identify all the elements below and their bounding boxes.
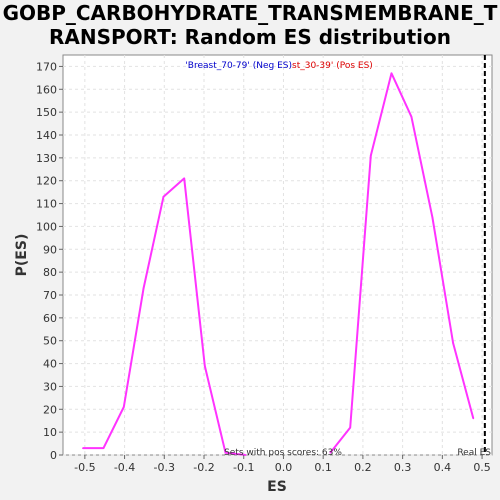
- x-tick-label: 0.0: [275, 461, 293, 474]
- data-point: [122, 406, 125, 408]
- x-axis-label: ES: [267, 479, 287, 495]
- data-point: [244, 454, 247, 456]
- data-point: [472, 417, 475, 420]
- data-point: [390, 72, 393, 75]
- x-tick-label: 0.5: [473, 461, 491, 474]
- y-tick-label: 50: [43, 335, 57, 348]
- x-tick-label: -0.1: [233, 461, 254, 474]
- real-es-label: Real ES: [457, 448, 491, 458]
- chart-title-line2: RANSPORT: Random ES distribution: [49, 25, 451, 49]
- data-point: [329, 451, 332, 454]
- y-tick-label: 80: [43, 266, 57, 279]
- y-tick-label: 170: [36, 60, 57, 73]
- data-point: [431, 216, 434, 219]
- x-tick-label: -0.4: [114, 461, 135, 474]
- y-tick-label: 70: [43, 289, 57, 302]
- data-point: [410, 115, 413, 118]
- x-tick-label: -0.2: [193, 461, 214, 474]
- data-point: [183, 177, 185, 180]
- y-tick-label: 120: [36, 175, 57, 188]
- x-tick-label: 0.3: [394, 461, 412, 474]
- grid: [63, 55, 492, 456]
- x-axis: -0.5 -0.4 -0.3 -0.2 -0.1 0.0 0.1 0.2 0.3 0.4 0.5: [74, 455, 491, 474]
- x-tick-label: 0.4: [434, 461, 452, 474]
- y-axis-label: P(ES): [14, 234, 30, 277]
- y-tick-label: 130: [36, 152, 57, 165]
- x-tick-label: -0.5: [74, 461, 95, 474]
- data-point: [452, 342, 454, 344]
- y-tick-label: 150: [36, 106, 57, 119]
- y-tick-label: 60: [43, 312, 57, 325]
- y-tick-label: 90: [43, 243, 57, 256]
- x-tick-label: -0.3: [154, 461, 175, 474]
- data-point: [370, 154, 372, 157]
- y-tick-label: 0: [50, 449, 57, 462]
- pos-es-series-line: [329, 72, 475, 454]
- y-tick-label: 100: [36, 220, 57, 233]
- series-layer: [82, 72, 475, 456]
- x-tick-label: 0.2: [354, 461, 372, 474]
- data-point: [162, 195, 165, 198]
- chart-title-line1: GOBP_CARBOHYDRATE_TRANSMEMBRANE_T: [3, 1, 498, 25]
- data-point: [102, 447, 105, 449]
- y-tick-label: 40: [43, 358, 57, 371]
- y-axis: 0 10 20 30 40 50 60 70 80 90 100 110 120 130 140 150 160…: [36, 60, 63, 462]
- legend-pos-es: st_30-39' (Pos ES): [292, 61, 373, 71]
- y-tick-label: 10: [43, 426, 57, 439]
- x-tick-label: 0.1: [314, 461, 332, 474]
- pos-scores-annotation: Sets with pos scores: 63%: [224, 448, 342, 458]
- y-tick-label: 140: [36, 129, 57, 142]
- data-point: [142, 287, 145, 289]
- data-point: [224, 451, 227, 454]
- legend-neg-es: 'Breast_70-79' (Neg ES): [185, 61, 292, 71]
- y-tick-label: 110: [36, 198, 57, 211]
- data-point: [349, 426, 351, 429]
- y-tick-label: 160: [36, 83, 57, 96]
- plot-area: [62, 54, 493, 456]
- y-tick-label: 30: [43, 380, 57, 393]
- data-point: [204, 365, 206, 367]
- data-point: [82, 447, 84, 449]
- y-tick-label: 20: [43, 403, 57, 416]
